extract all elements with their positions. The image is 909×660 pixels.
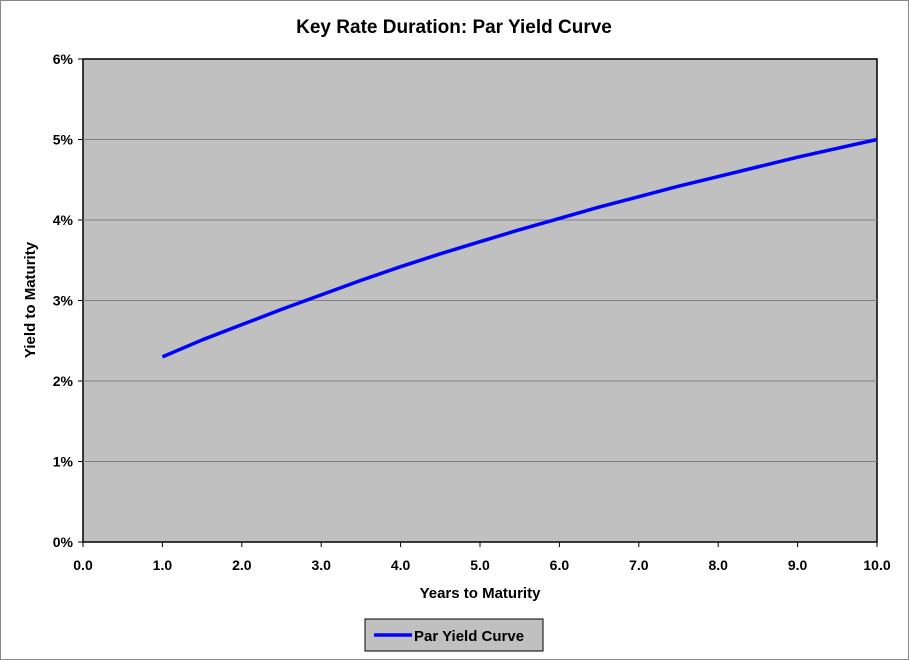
y-tick-label: 2% [53, 373, 74, 389]
x-tick-label: 7.0 [629, 557, 649, 573]
x-tick-label: 4.0 [391, 557, 411, 573]
x-tick-label: 1.0 [153, 557, 173, 573]
x-tick-label: 6.0 [550, 557, 570, 573]
legend: Par Yield Curve [364, 618, 544, 652]
y-axis-ticks: 0% 1% 2% 3% 4% 5% 6% [53, 51, 83, 550]
y-tick-label: 0% [53, 534, 74, 550]
x-axis-label: Years to Maturity [420, 585, 542, 602]
x-tick-label: 5.0 [470, 557, 490, 573]
x-tick-label: 0.0 [73, 557, 93, 573]
gridlines [83, 139, 877, 462]
x-tick-label: 3.0 [311, 557, 331, 573]
series-line-par-yield-curve [161, 137, 878, 359]
legend-label: Par Yield Curve [414, 628, 524, 645]
y-tick-label: 4% [53, 212, 74, 228]
x-axis-ticks: 0.0 1.0 2.0 3.0 4.0 5.0 6.0 7.0 8.0 9.0 10.0 [73, 542, 891, 573]
y-tick-label: 1% [53, 454, 74, 470]
x-tick-label: 8.0 [708, 557, 728, 573]
x-tick-label: 9.0 [788, 557, 808, 573]
y-tick-label: 5% [53, 132, 74, 148]
y-axis-label: Yield to Maturity [22, 241, 39, 358]
x-tick-label: 2.0 [232, 557, 252, 573]
series-group [161, 137, 878, 359]
chart-title: Key Rate Duration: Par Yield Curve [296, 17, 612, 38]
y-tick-label: 3% [53, 293, 74, 309]
x-tick-label: 10.0 [863, 557, 890, 573]
y-tick-label: 6% [53, 51, 74, 67]
